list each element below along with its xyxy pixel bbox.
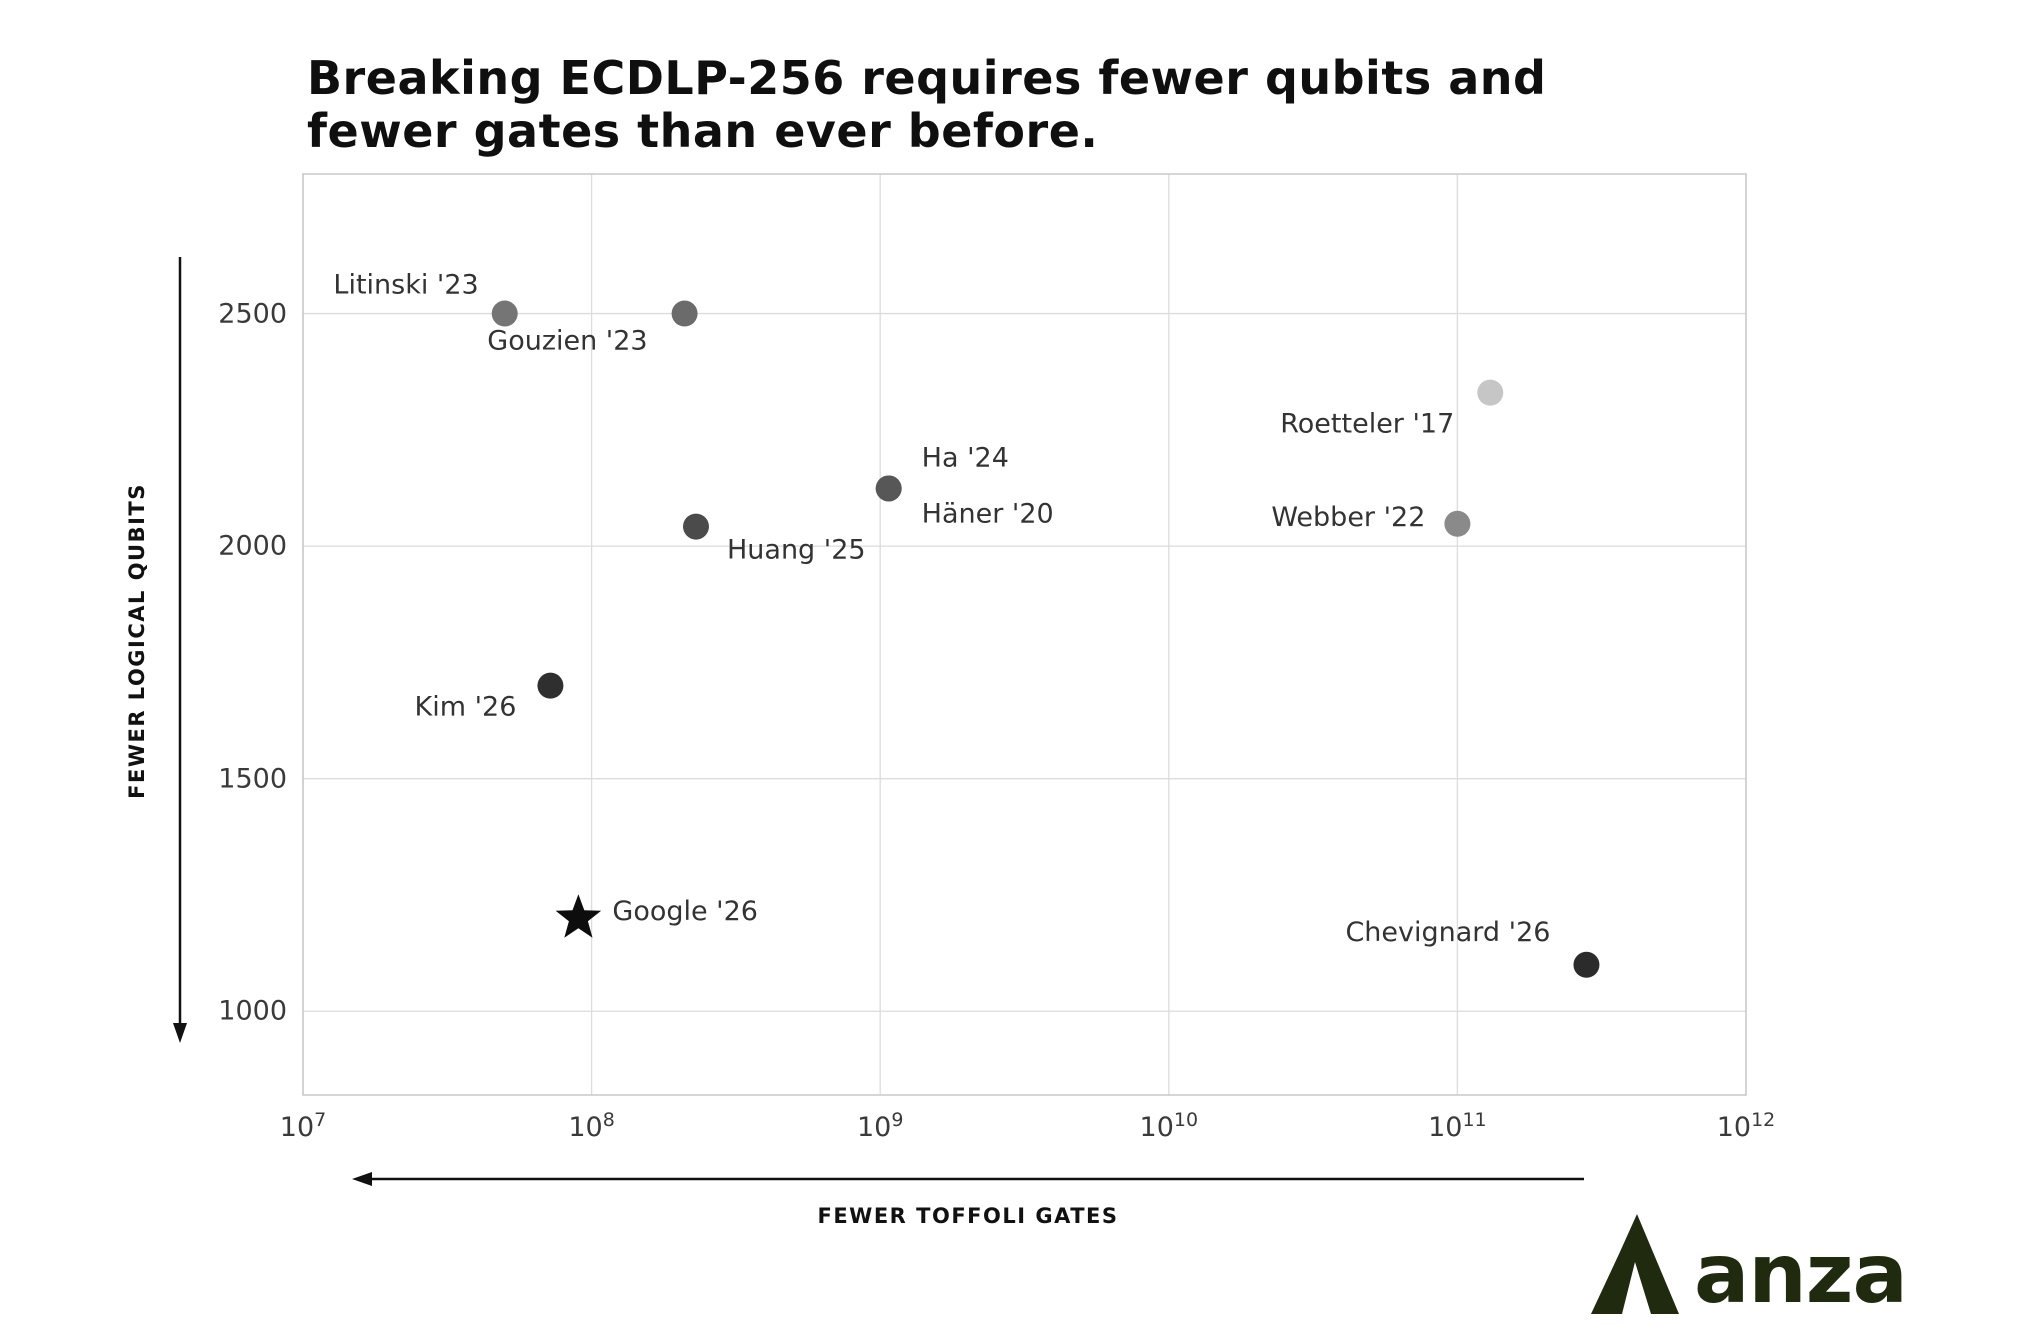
y-axis-arrow-icon [173,257,187,1043]
x-tick-label: 1012 [1716,1109,1776,1143]
point-label: Huang '25 [727,535,866,566]
x-axis-arrow-icon [352,1172,1584,1186]
x-tick-label: 1011 [1428,1109,1487,1143]
chart-title: Breaking ECDLP-256 requires fewer qubits… [307,52,1546,158]
data-point [682,513,709,540]
data-point-star [555,894,602,938]
point-label: Google '26 [612,896,758,927]
x-tick-label: 108 [568,1109,615,1143]
chart-title-line1: Breaking ECDLP-256 requires fewer qubits… [307,51,1547,105]
y-tick-label: 2000 [218,530,287,562]
data-point [875,475,902,502]
x-tick-label: 107 [279,1109,327,1143]
point-label: Roetteler '17 [1280,409,1454,440]
point-label: Häner '20 [922,498,1054,529]
anza-logo-text: anza [1694,1227,1908,1322]
data-point [491,300,518,327]
data-point [1573,951,1600,978]
y-tick-label: 1500 [218,763,287,795]
x-tick-label: 109 [856,1109,904,1143]
y-tick-label: 2500 [218,298,287,330]
point-label: Chevignard '26 [1345,917,1550,948]
x-tick-label: 1010 [1139,1109,1199,1143]
y-tick-label: 1000 [218,995,287,1027]
point-label: Ha '24 [922,442,1009,473]
point-label: Litinski '23 [333,270,478,301]
data-point [537,672,564,699]
chart-title-line2: fewer gates than ever before. [307,104,1099,158]
point-label: Kim '26 [415,692,517,723]
plot-border [302,173,1747,1096]
anza-logo-mark-icon [1591,1214,1679,1314]
data-point [1477,379,1504,406]
point-label: Gouzien '23 [487,326,647,357]
x-axis-label: FEWER TOFFOLI GATES [817,1204,1119,1228]
data-point [1444,510,1471,537]
y-axis-label: FEWER LOGICAL QUBITS [125,483,149,799]
data-point [671,300,698,327]
point-label: Webber '22 [1271,502,1425,533]
